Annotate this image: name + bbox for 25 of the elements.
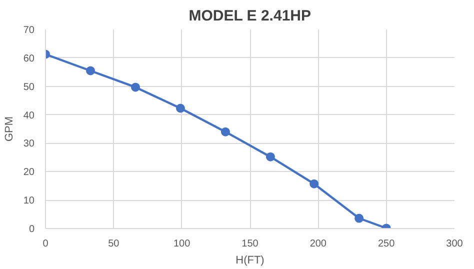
- point: [86, 66, 95, 76]
- y-tick-label: 50: [23, 82, 35, 93]
- x-tick-label: 300: [446, 238, 464, 250]
- y-tick-label: 70: [23, 25, 35, 36]
- point: [220, 127, 230, 136]
- chart-title: MODEL E 2.41HP: [188, 8, 311, 24]
- point: [176, 104, 185, 113]
- x-axis-title: H(FT): [236, 254, 264, 266]
- x-tick-label: 50: [108, 238, 120, 250]
- y-tick-label: 20: [23, 167, 35, 178]
- point: [266, 152, 275, 162]
- x-tick-label: 100: [173, 238, 191, 250]
- point: [130, 82, 140, 92]
- y-axis-title: GPM: [3, 116, 16, 142]
- y-tick-label: 60: [23, 53, 35, 64]
- y-tick-label: 30: [23, 138, 35, 150]
- x-tick-label: 200: [310, 238, 327, 250]
- x-tick-label: 0: [42, 238, 49, 250]
- point: [310, 179, 319, 188]
- y-tick-label: 0: [28, 224, 35, 235]
- y-tick-label: 40: [23, 110, 35, 122]
- x-tick-label: 150: [242, 238, 259, 250]
- y-tick-label: 10: [23, 196, 35, 207]
- point: [354, 214, 364, 223]
- x-tick-label: 250: [378, 238, 396, 250]
